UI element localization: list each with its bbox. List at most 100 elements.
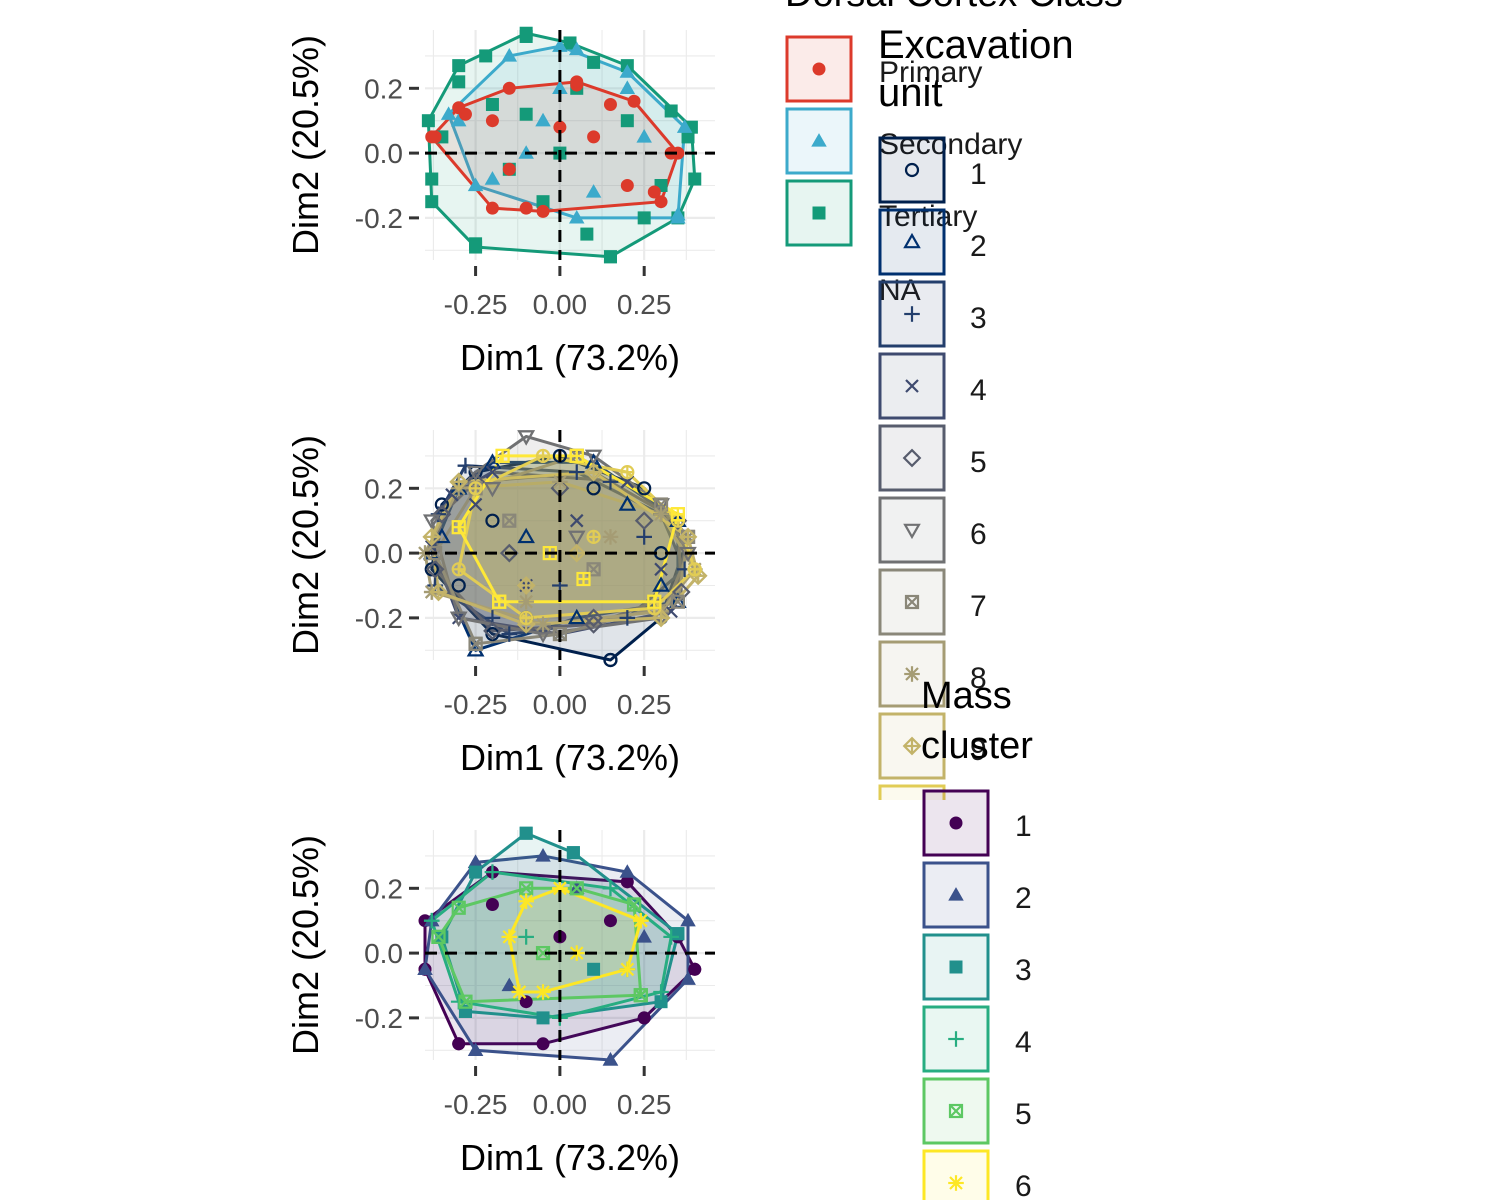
point-1-5 (451, 578, 466, 593)
legend-excavation-items: 1 2 3 4 5 6 7 8 9 (878, 136, 987, 800)
hull-vertex-4-3 (653, 984, 669, 1000)
point-1-6 (603, 914, 617, 928)
plot-background (425, 30, 715, 260)
hull-vertex-1-5 (603, 652, 618, 668)
legend-label: 3 (970, 302, 987, 335)
hull-vertex-2-5 (602, 1052, 619, 1066)
point-Secondary-4 (619, 80, 636, 94)
point-Primary-6 (620, 178, 634, 192)
legend-unit-6-key (878, 496, 946, 564)
legend-unit-1-key (878, 136, 946, 204)
point-3-4 (587, 962, 601, 976)
legend-unit-1-symbol (904, 162, 920, 178)
legend-unit-2-symbol (903, 232, 921, 249)
hull-vertex-11-0 (495, 448, 510, 464)
hull-vertex-3-4 (536, 1011, 550, 1025)
point-Tertiary-18 (580, 227, 594, 241)
hull-vertex-Primary-5 (536, 204, 550, 218)
point-4-3 (468, 497, 483, 512)
hull-vertex-9-1 (584, 462, 603, 482)
point-3-4 (602, 474, 619, 490)
x-axis-title: Dim1 (73.2%) (460, 1137, 680, 1178)
hull-vertex-Secondary-4 (670, 209, 686, 224)
legend-cluster-5-symbol (948, 1103, 964, 1119)
hull-vertex-6-7 (422, 514, 441, 530)
legend-label: Secondary (879, 128, 1022, 161)
legend-unit-6-symbol (903, 523, 921, 540)
point-Tertiary-19 (519, 107, 533, 121)
hull-vertex-4-1 (602, 880, 619, 897)
hull-vertex-6-1 (584, 449, 603, 466)
hull-vertex-Tertiary-8 (425, 195, 439, 209)
point-Primary-5 (485, 114, 499, 128)
hull-vertex-Secondary-6 (467, 177, 484, 192)
hull-vertex-5-1 (569, 881, 584, 896)
hull-vertex-3-7 (469, 865, 483, 879)
hull-vertex-10-1 (620, 465, 635, 480)
legend-label: 5 (970, 446, 987, 479)
hull-vertex-Primary-6 (485, 201, 499, 215)
hull-vertex-Tertiary-9 (421, 114, 435, 128)
hull-vertex-5-2 (626, 897, 642, 912)
hull-vertex-3-4 (619, 610, 636, 626)
chart-panel-1: -0.25 0.00 0.25 -0.2 0.0 0.2 Dim1 (73.2%) Dim2 … (285, 26, 715, 378)
legend-label: 2 (1015, 882, 1032, 915)
legend-label: 1 (1015, 810, 1032, 843)
legend-label: 8 (970, 662, 987, 695)
point-Primary-8 (502, 162, 516, 176)
hull-vertex-2-4 (567, 608, 586, 625)
hull-vertex-6-0 (517, 430, 535, 446)
point-11-4 (576, 571, 591, 587)
hull-vertex-5-6 (451, 900, 466, 915)
y-tick-label: 0.0 (364, 938, 403, 969)
hull-vertex-9-4 (651, 608, 671, 628)
legend-label: Tertiary (879, 200, 977, 233)
legend-item-primary-symbol (812, 62, 826, 76)
legend-title: Dorsal Cortex Class (785, 0, 1123, 15)
legend-title-line: Mass (921, 675, 1012, 717)
point-6-4 (483, 482, 502, 498)
legend-cluster-2-symbol (948, 887, 964, 901)
legend-mass-cluster: Mass cluster 1 2 3 4 5 6 (921, 675, 1033, 1200)
hull-vertex-7-6 (468, 636, 483, 651)
hull-vertex-10-3 (687, 562, 702, 577)
point-Primary-4 (587, 130, 601, 144)
hull-vertex-1-2 (637, 481, 652, 496)
legend-title-line: cluster (921, 725, 1033, 767)
hull-vertex-1-5 (536, 1037, 550, 1051)
hull-vertex-11-2 (670, 507, 686, 522)
point-Tertiary-10 (452, 75, 466, 89)
y-tick-label: -0.2 (355, 1003, 403, 1034)
hull-vertex-10-5 (519, 610, 534, 625)
point-Secondary-5 (535, 112, 551, 127)
point-4-4 (569, 513, 584, 528)
x-tick-label: -0.25 (444, 689, 508, 720)
legend-label: 7 (970, 590, 987, 623)
y-axis-title: Dim2 (20.5%) (285, 35, 326, 255)
legend-cluster-1-symbol (949, 816, 963, 830)
legend-label: 9 (970, 734, 987, 767)
hull-vertex-6-4 (535, 984, 551, 1000)
legend-label: 3 (1015, 954, 1032, 987)
point-Secondary-6 (585, 184, 602, 198)
legend-label: 5 (1015, 1098, 1032, 1131)
point-4-2 (654, 562, 668, 577)
hull-vertex-6-6 (501, 929, 518, 945)
legend-dorsal-cortex: Dorsal Cortex Class Primary Secondary Terti… (785, 0, 1123, 307)
hull-vertex-3-1 (568, 464, 585, 480)
y-tick-label: -0.2 (355, 603, 403, 634)
point-Tertiary-7 (620, 114, 634, 128)
legend-label: 6 (970, 518, 987, 551)
legend-unit-7-symbol (904, 594, 920, 610)
legend-label: 6 (1015, 1170, 1032, 1200)
hull-vertex-Tertiary-0 (519, 26, 533, 40)
hull-vertex-10-6 (451, 562, 466, 577)
point-1-5 (485, 898, 499, 912)
point-layer (417, 826, 702, 1066)
hull-vertex-4-2 (663, 929, 679, 945)
hull-vertex-9-2 (678, 527, 698, 547)
hull-vertex-4-6 (423, 912, 440, 929)
point-Secondary-8 (484, 171, 501, 185)
legend-title-line: unit (878, 71, 943, 115)
legend-unit-7-key (878, 568, 946, 636)
